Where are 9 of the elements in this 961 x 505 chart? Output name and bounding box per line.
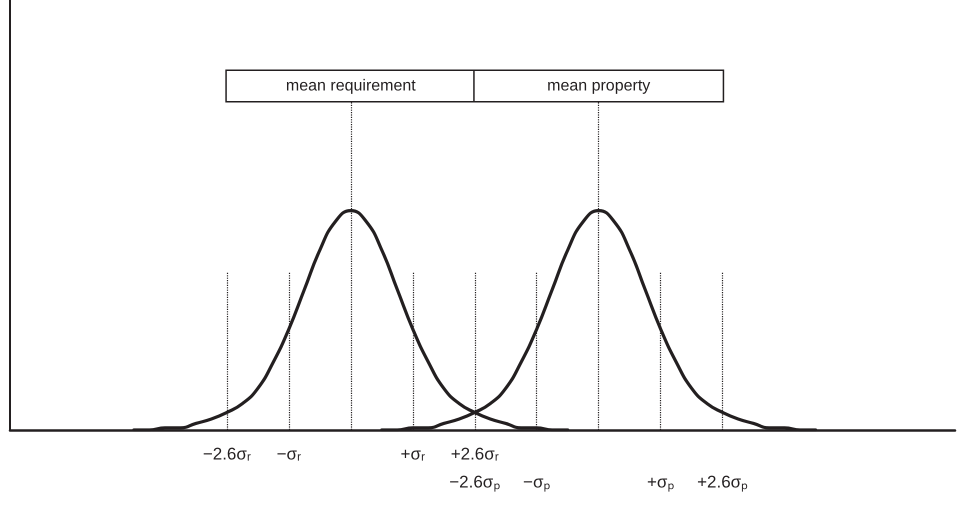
- x-tick-label: −σᵣ: [276, 444, 302, 464]
- x-tick-label: +σᵣ: [400, 444, 426, 464]
- x-tick-label: −2.6σᵣ: [202, 444, 251, 464]
- text: mean property: [547, 78, 650, 95]
- x-tick-label: +2.6σₚ: [697, 472, 748, 492]
- x-tick-label: +2.6σᵣ −2.6σₚ: [449, 444, 500, 492]
- x-tick-label: +σₚ: [646, 472, 674, 492]
- text: mean requirement: [286, 78, 416, 95]
- x-tick-label: −σₚ: [523, 472, 550, 492]
